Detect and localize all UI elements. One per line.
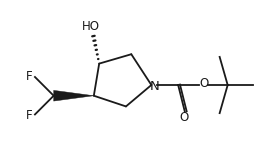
- Text: O: O: [179, 111, 188, 124]
- Text: O: O: [199, 77, 208, 90]
- Text: HO: HO: [82, 20, 100, 33]
- Text: F: F: [26, 70, 33, 83]
- Polygon shape: [54, 90, 94, 101]
- Text: N: N: [150, 80, 160, 93]
- Text: F: F: [26, 109, 33, 122]
